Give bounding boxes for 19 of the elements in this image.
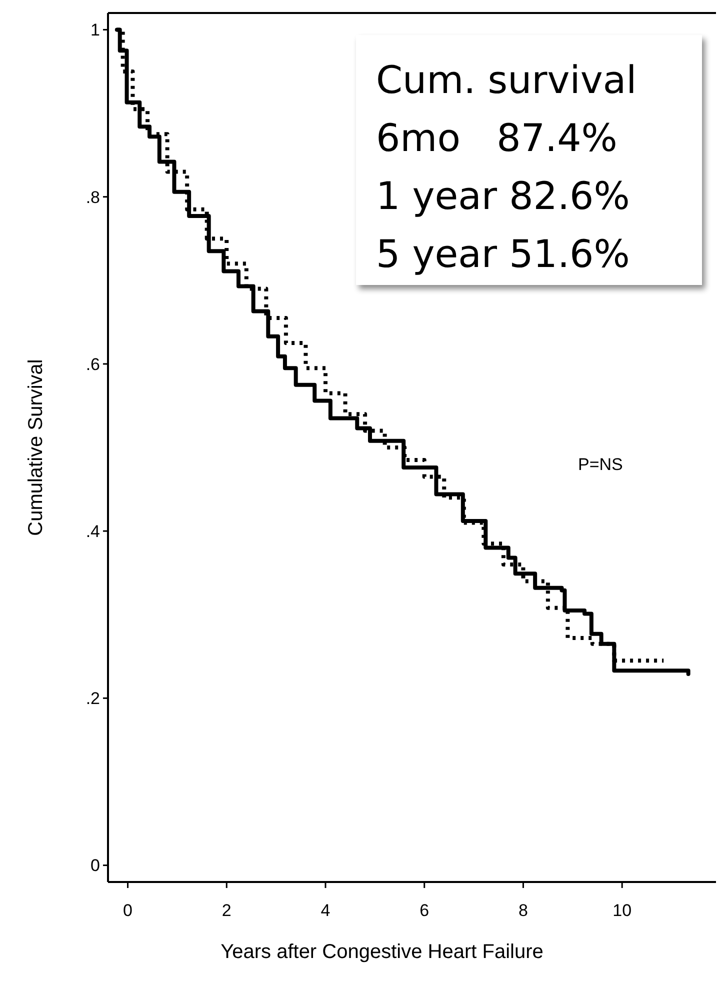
y-tick-label: .6	[86, 354, 100, 374]
x-tick-label: 8	[518, 901, 528, 920]
y-tick-label: .2	[86, 689, 100, 708]
annotation: Cum. survival	[376, 58, 637, 102]
annotation: 5 year 51.6%	[376, 232, 630, 276]
y-axis-title: Cumulative Survival	[25, 359, 47, 536]
x-tick-label: 4	[320, 901, 330, 920]
x-tick-label: 0	[123, 901, 133, 920]
annotation: P=NS	[578, 455, 623, 474]
y-tick-label: 0	[90, 856, 100, 876]
y-tick-label: .8	[86, 188, 100, 207]
x-axis-title: Years after Congestive Heart Failure	[220, 941, 544, 963]
annotation: 1 year 82.6%	[376, 174, 630, 218]
y-tick-label: 1	[90, 20, 100, 40]
x-tick-label: 2	[222, 901, 232, 920]
annotation: 6mo 87.4%	[376, 116, 618, 160]
y-tick-label: .4	[86, 522, 100, 542]
x-tick-label: 10	[612, 901, 632, 920]
x-tick-label: 6	[420, 901, 430, 920]
